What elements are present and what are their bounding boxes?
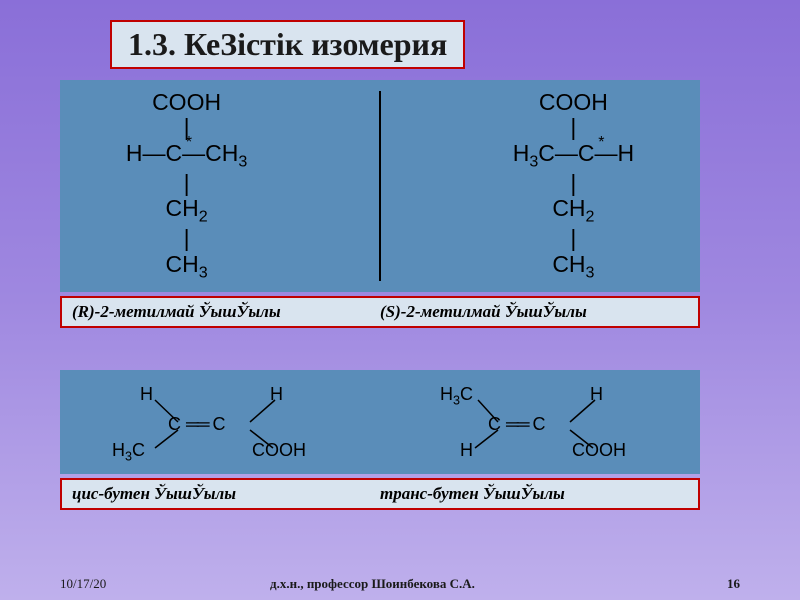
cistrans-panel: H H C ══ C H3C COOH H3C H C ══ C H COOH: [60, 370, 700, 474]
section-title-box: 1.3. КеЗістік изомерия: [110, 20, 465, 69]
footer-page: 16: [727, 576, 740, 592]
structure-cis: H H C ══ C H3C COOH: [100, 382, 340, 462]
caption-trans: транс-бутен ЎышЎылы: [380, 484, 688, 504]
rs-caption-box: (R)-2-метилмай ЎышЎылы (S)-2-метилмай Ўы…: [60, 296, 700, 328]
footer-date: 10/17/20: [60, 576, 106, 592]
panel-divider: [379, 91, 381, 281]
cistrans-caption-box: цис-бутен ЎышЎылы транс-бутен ЎышЎылы: [60, 478, 700, 510]
caption-r: (R)-2-метилмай ЎышЎылы: [72, 302, 380, 322]
caption-cis: цис-бутен ЎышЎылы: [72, 484, 380, 504]
structure-trans: H3C H C ══ C H COOH: [420, 382, 660, 462]
structure-s: COOH | H3C―C―H | CH2 | CH3: [513, 90, 634, 282]
section-title: 1.3. КеЗістік изомерия: [128, 26, 447, 62]
footer-author: д.х.н., профессор Шоинбекова С.А.: [270, 576, 475, 592]
rs-isomer-panel: COOH | H―C―CH3 | CH2 | CH3 COOH | H3C―C―…: [60, 80, 700, 292]
cis-bonds: [100, 382, 340, 462]
caption-s: (S)-2-метилмай ЎышЎылы: [380, 302, 688, 322]
structure-r: COOH | H―C―CH3 | CH2 | CH3: [126, 90, 247, 282]
trans-bonds: [420, 382, 660, 462]
